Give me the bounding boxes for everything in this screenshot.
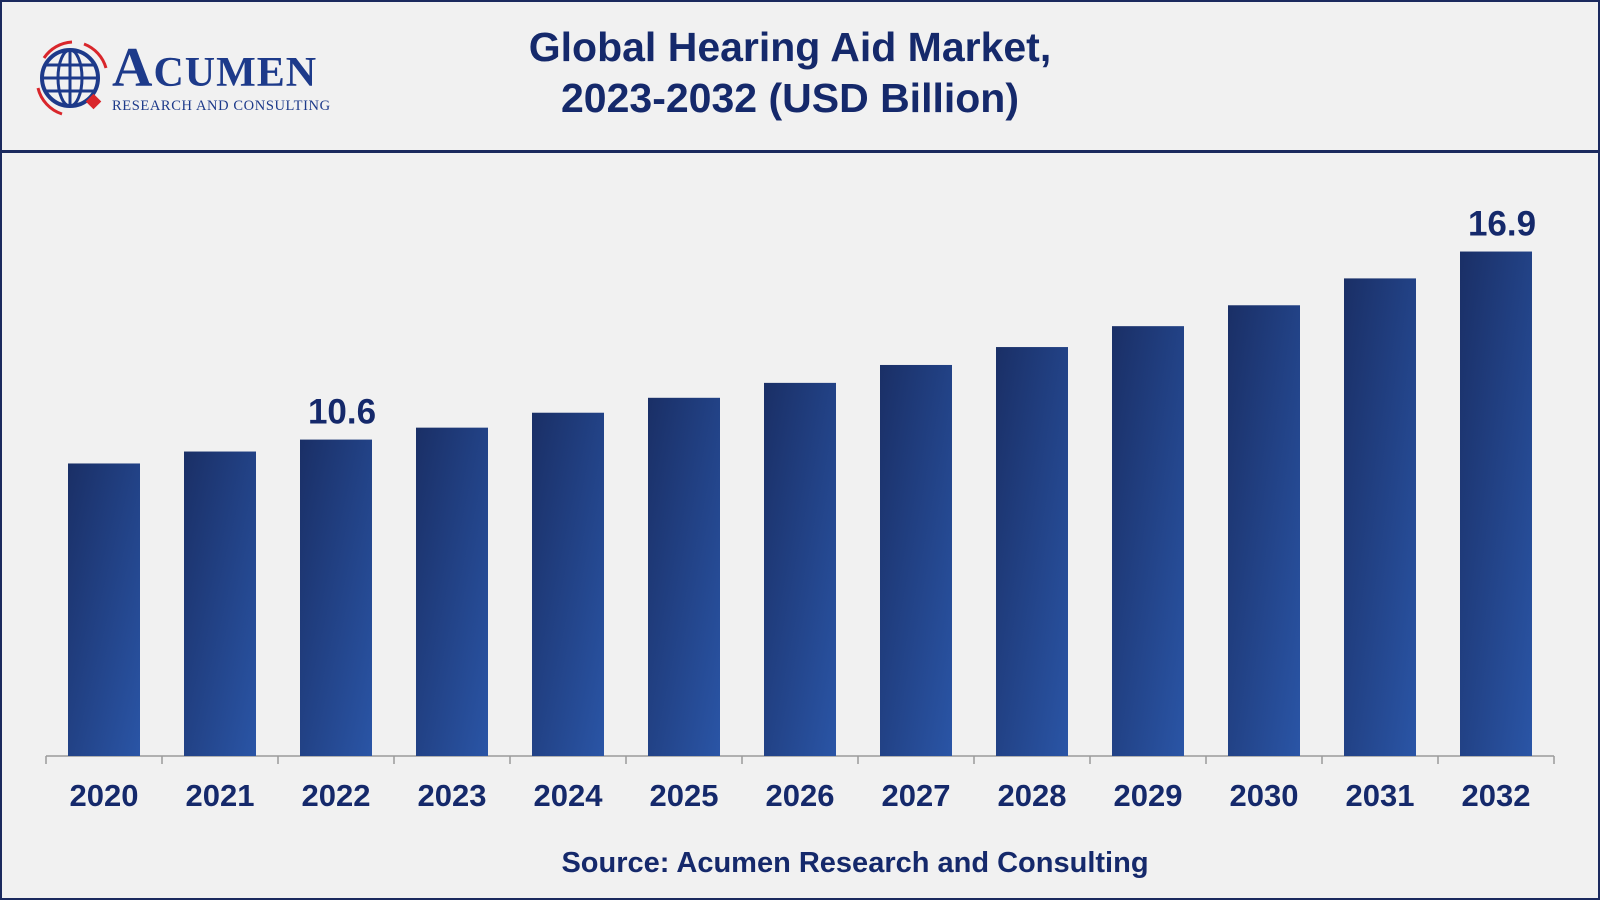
x-tick-label: 2028 [998, 778, 1067, 813]
data-label-2022: 10.6 [308, 393, 376, 432]
bar-2029 [1112, 326, 1184, 756]
title-line-1: Global Hearing Aid Market, [528, 24, 1052, 70]
bar-2032 [1460, 251, 1532, 756]
bar-2024 [532, 412, 604, 756]
bar-2022 [300, 439, 372, 756]
bar-2026 [764, 382, 836, 756]
x-tick-label: 2020 [70, 778, 139, 813]
x-tick-label: 2024 [534, 778, 604, 813]
x-tick-label: 2021 [186, 778, 255, 813]
x-tick-label: 2030 [1230, 778, 1299, 813]
acumen-logo: ACUMEN RESEARCH AND CONSULTING [32, 38, 362, 118]
x-tick-label: 2031 [1346, 778, 1415, 813]
header-divider [0, 150, 1600, 153]
source-note: Source: Acumen Research and Consulting [561, 847, 1149, 879]
x-tick-label: 2029 [1114, 778, 1183, 813]
bar-2031 [1344, 278, 1416, 756]
bar-2027 [880, 364, 952, 756]
title-line-2: 2023-2032 (USD Billion) [561, 75, 1019, 121]
bar-2030 [1228, 305, 1300, 756]
chart-title: Global Hearing Aid Market, 2023-2032 (US… [390, 22, 1190, 124]
globe-logo-icon [36, 40, 108, 116]
x-tick-label: 2032 [1462, 778, 1531, 813]
bar-2028 [996, 347, 1068, 756]
x-tick-label: 2022 [302, 778, 371, 813]
x-tick-label: 2027 [882, 778, 951, 813]
logo-wordmark: ACUMEN [112, 37, 318, 99]
logo-subtitle: RESEARCH AND CONSULTING [112, 98, 331, 114]
bar-2020 [68, 463, 140, 756]
bar-2021 [184, 451, 256, 756]
bar-2023 [416, 427, 488, 756]
bar-2025 [648, 397, 720, 756]
x-tick-label: 2023 [418, 778, 487, 813]
x-tick-label: 2026 [766, 778, 835, 813]
x-tick-label: 2025 [650, 778, 719, 813]
data-label-2032: 16.9 [1468, 205, 1536, 244]
